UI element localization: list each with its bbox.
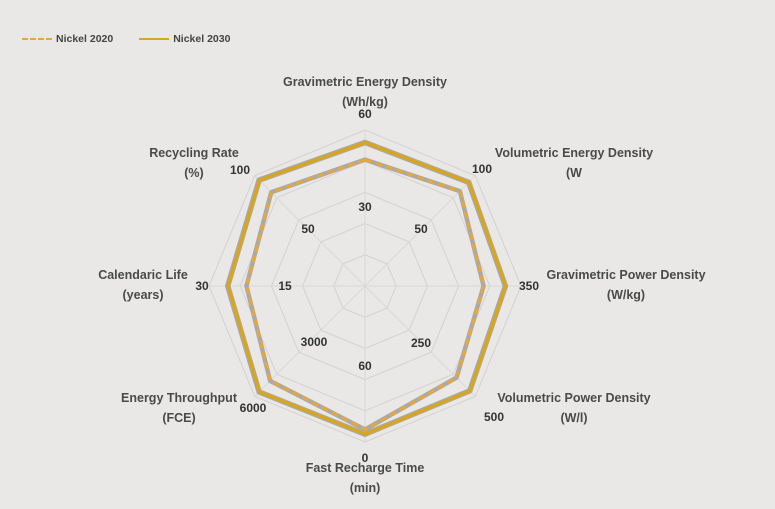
axis-label: Calendaric Life — [98, 268, 188, 282]
axis-label: Recycling Rate — [149, 146, 239, 160]
tick-label: 6000 — [240, 401, 267, 415]
axis-label: (FCE) — [162, 411, 195, 425]
axis-label: (W/l) — [560, 411, 587, 425]
legend-label-2020: Nickel 2020 — [56, 33, 114, 45]
tick-label: 100 — [472, 162, 492, 176]
legend-item-2020: Nickel 2020 — [22, 33, 113, 45]
legend-label-2030: Nickel 2030 — [173, 33, 231, 45]
legend-item-2030: Nickel 2030 — [139, 33, 230, 45]
tick-label: 350 — [519, 279, 539, 293]
axis-label: Fast Recharge Time — [306, 461, 425, 475]
tick-label: 50 — [301, 222, 315, 236]
solid-line-swatch — [139, 38, 170, 40]
series-line-nickel-2030 — [226, 140, 507, 436]
tick-label: 60 — [358, 107, 372, 121]
tick-label: 50 — [414, 222, 428, 236]
axis-label: (min) — [350, 481, 381, 495]
dashed-line-swatch — [22, 38, 52, 40]
series-line-shadow — [224, 139, 509, 437]
axis-label: (Wh/kg) — [342, 95, 388, 109]
axis-label: (years) — [123, 288, 164, 302]
tick-label: 30 — [358, 200, 372, 214]
tick-label: 15 — [278, 279, 292, 293]
legend: Nickel 2020 Nickel 2030 — [22, 33, 230, 45]
series-line-nickel-2020 — [245, 158, 485, 431]
axis-spoke — [254, 285, 366, 397]
tick-label: 0 — [362, 451, 369, 465]
tick-label: 500 — [484, 410, 504, 424]
axis-spoke — [364, 175, 476, 287]
tick-label: 60 — [358, 359, 372, 373]
tick-label: 100 — [230, 163, 250, 177]
axis-label: (W/kg) — [607, 288, 645, 302]
tick-label: 3000 — [301, 335, 328, 349]
tick-label: 30 — [195, 279, 209, 293]
axis-label: Gravimetric Energy Density — [283, 75, 447, 89]
axis-label: Volumetric Power Density — [497, 391, 650, 405]
axis-label: (W — [566, 166, 582, 180]
axis-label: Energy Throughput — [121, 391, 238, 405]
axis-label: (%) — [184, 166, 203, 180]
axis-label: Volumetric Energy Density — [495, 146, 653, 160]
axis-label: Gravimetric Power Density — [546, 268, 705, 282]
tick-label: 250 — [411, 336, 431, 350]
